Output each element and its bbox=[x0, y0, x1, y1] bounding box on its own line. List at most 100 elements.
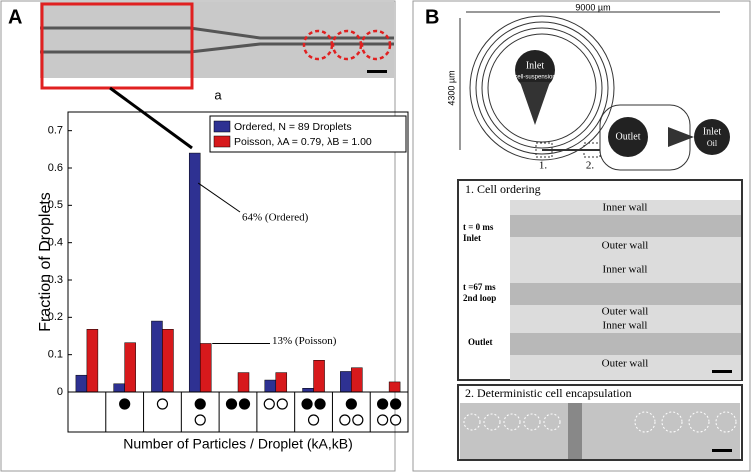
particle-icon bbox=[238, 398, 251, 410]
bar bbox=[340, 371, 352, 393]
dim-label: 4300 µm bbox=[446, 70, 456, 105]
particle-icon bbox=[377, 398, 389, 410]
outlet bbox=[608, 117, 648, 157]
bar bbox=[264, 379, 277, 393]
bar bbox=[113, 383, 125, 393]
y-tick-label: 0.1 bbox=[48, 349, 63, 361]
bar bbox=[275, 372, 288, 393]
particle-icon bbox=[345, 398, 357, 410]
spiral bbox=[469, 15, 615, 161]
micrograph bbox=[40, 2, 394, 78]
bar bbox=[351, 367, 363, 393]
label: 1. bbox=[539, 160, 548, 172]
bar bbox=[75, 374, 88, 393]
label: Outlet bbox=[468, 337, 493, 347]
particle-icon bbox=[263, 398, 275, 410]
micrograph-image bbox=[460, 403, 740, 459]
panel-b-frame bbox=[412, 0, 751, 472]
label: Oil bbox=[707, 139, 718, 148]
bar bbox=[199, 343, 212, 393]
y-tick-label: 0.4 bbox=[48, 237, 63, 249]
bar bbox=[388, 381, 401, 393]
particle-icon bbox=[225, 398, 238, 410]
bar bbox=[151, 320, 163, 393]
zoom-box bbox=[40, 2, 194, 90]
label: Outer wall bbox=[602, 240, 649, 252]
oil-inlet bbox=[694, 119, 730, 155]
legend-label: Ordered, N = 89 Droplets bbox=[234, 121, 352, 133]
region bbox=[535, 142, 553, 158]
channel bbox=[510, 215, 741, 237]
droplet-highlights bbox=[302, 29, 392, 61]
particle-icon bbox=[377, 414, 389, 426]
bar bbox=[86, 329, 99, 393]
bar bbox=[162, 329, 174, 393]
label: Inlet bbox=[703, 126, 722, 137]
plot-area bbox=[67, 111, 409, 393]
scale-bar bbox=[712, 370, 732, 373]
title: 1. Cell ordering bbox=[465, 182, 541, 196]
icon-row bbox=[67, 391, 409, 433]
panel-label: B bbox=[425, 6, 439, 28]
arrow bbox=[109, 86, 193, 150]
y-tick-label: 0.2 bbox=[48, 311, 63, 323]
label: Inner wall bbox=[603, 202, 648, 214]
y-tick-label: 0.3 bbox=[48, 274, 63, 286]
y-tick-label: 0.6 bbox=[48, 162, 63, 174]
label: Outlet bbox=[616, 131, 641, 142]
particle-icon bbox=[301, 398, 313, 410]
region bbox=[583, 142, 601, 158]
particle-icon bbox=[276, 398, 288, 410]
inlet-cone bbox=[520, 82, 550, 125]
title: 2. Deterministic cell encapsulation bbox=[465, 386, 632, 400]
label: t = 0 ms bbox=[463, 222, 494, 232]
bar bbox=[188, 152, 201, 393]
legend-swatch bbox=[213, 135, 231, 148]
label: Inlet bbox=[526, 60, 545, 71]
y-axis-label: Fraction of Droplets bbox=[37, 192, 54, 332]
y-tick-label: 0.5 bbox=[48, 199, 63, 211]
x-axis-label: Number of Particles / Droplet (kA,kB) bbox=[123, 436, 353, 452]
bar bbox=[313, 360, 325, 393]
bar bbox=[302, 388, 314, 393]
bar bbox=[237, 372, 250, 393]
particle-icon bbox=[194, 398, 206, 410]
particle-icon bbox=[314, 398, 326, 410]
panel-a-frame bbox=[0, 0, 396, 472]
label: Inner wall bbox=[603, 320, 648, 332]
particle-icon bbox=[307, 414, 320, 426]
caption: a bbox=[214, 87, 222, 102]
particle-icon bbox=[194, 414, 206, 426]
annotation: 64% (Ordered) bbox=[242, 212, 309, 224]
label: 2. bbox=[586, 160, 595, 172]
particle-icon bbox=[390, 414, 402, 426]
label: Inlet bbox=[463, 233, 481, 243]
label: t =67 ms bbox=[463, 282, 496, 292]
particle-icon bbox=[119, 398, 131, 410]
annotation-arrow bbox=[197, 182, 241, 213]
legend-swatch bbox=[213, 120, 231, 133]
particle-icon bbox=[352, 414, 364, 426]
dim-label: 9000 µm bbox=[575, 2, 610, 12]
label: Outer wall bbox=[602, 306, 649, 318]
channel bbox=[510, 283, 741, 305]
y-tick-label: 0 bbox=[57, 386, 63, 398]
junction bbox=[568, 403, 582, 459]
particle-icon bbox=[390, 398, 402, 410]
scale-bar bbox=[712, 449, 732, 452]
annotation: 13% (Poisson) bbox=[272, 335, 337, 347]
bar bbox=[124, 342, 136, 393]
channel bbox=[510, 333, 741, 355]
panel-label: A bbox=[8, 6, 22, 28]
legend bbox=[209, 115, 407, 153]
label: cell-suspension bbox=[514, 75, 555, 81]
scale-bar bbox=[367, 70, 387, 73]
inlet bbox=[515, 50, 555, 90]
legend-label: Poisson, λA = 0.79, λB = 1.00 bbox=[234, 136, 372, 148]
particle-icon bbox=[339, 414, 351, 426]
label: Inner wall bbox=[603, 264, 648, 276]
particle-icon bbox=[156, 398, 169, 410]
label: 2nd loop bbox=[463, 293, 496, 303]
y-tick-label: 0.7 bbox=[48, 125, 63, 137]
